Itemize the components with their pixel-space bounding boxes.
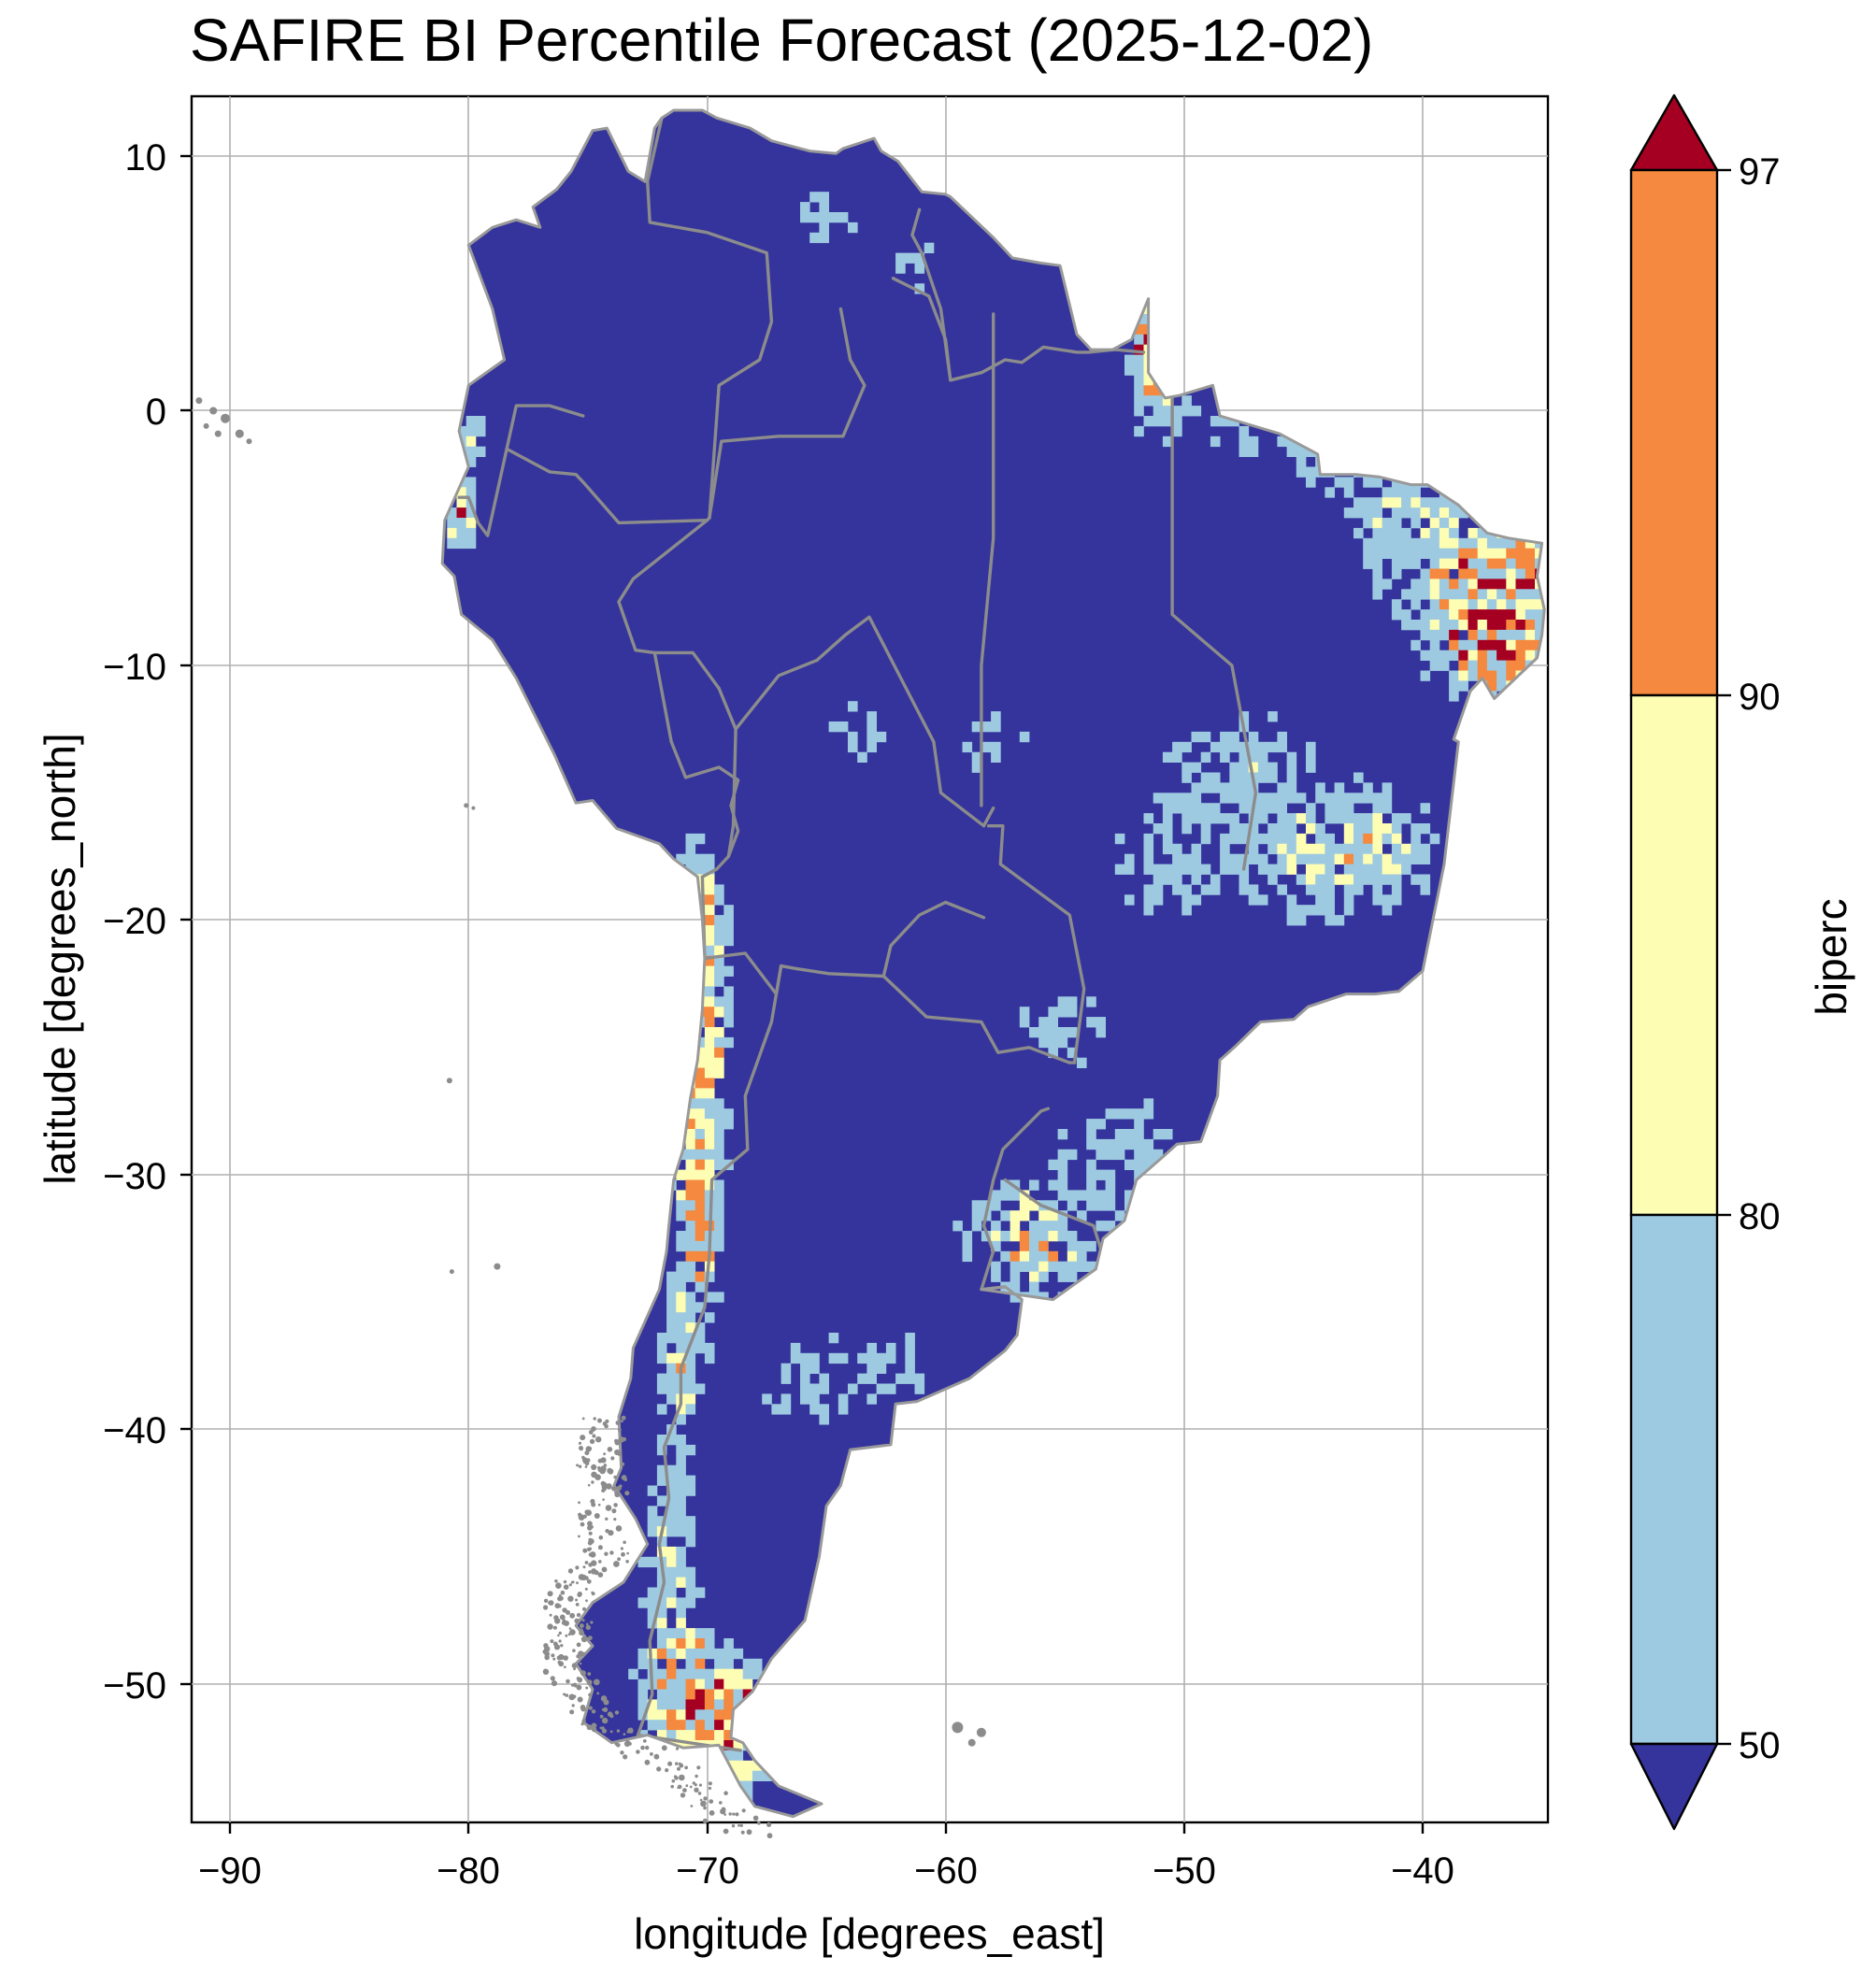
svg-text:80: 80 xyxy=(1739,1196,1781,1237)
svg-text:10: 10 xyxy=(125,137,167,179)
svg-text:−40: −40 xyxy=(103,1410,166,1451)
svg-text:−60: −60 xyxy=(914,1850,978,1892)
svg-text:−10: −10 xyxy=(103,647,166,688)
svg-text:−50: −50 xyxy=(103,1665,166,1707)
svg-text:−40: −40 xyxy=(1391,1850,1454,1892)
svg-text:−20: −20 xyxy=(103,901,166,942)
svg-text:−70: −70 xyxy=(676,1850,739,1892)
svg-text:latitude [degrees_north]: latitude [degrees_north] xyxy=(36,733,84,1184)
svg-text:biperc: biperc xyxy=(1807,898,1855,1015)
svg-text:−50: −50 xyxy=(1153,1850,1216,1892)
svg-text:97: 97 xyxy=(1739,151,1781,193)
svg-text:−30: −30 xyxy=(103,1156,166,1197)
svg-text:50: 50 xyxy=(1739,1725,1781,1766)
svg-text:−90: −90 xyxy=(198,1850,262,1892)
svg-text:longitude [degrees_east]: longitude [degrees_east] xyxy=(634,1909,1105,1958)
svg-text:0: 0 xyxy=(146,392,166,433)
svg-text:−80: −80 xyxy=(437,1850,500,1892)
svg-text:90: 90 xyxy=(1739,677,1781,718)
